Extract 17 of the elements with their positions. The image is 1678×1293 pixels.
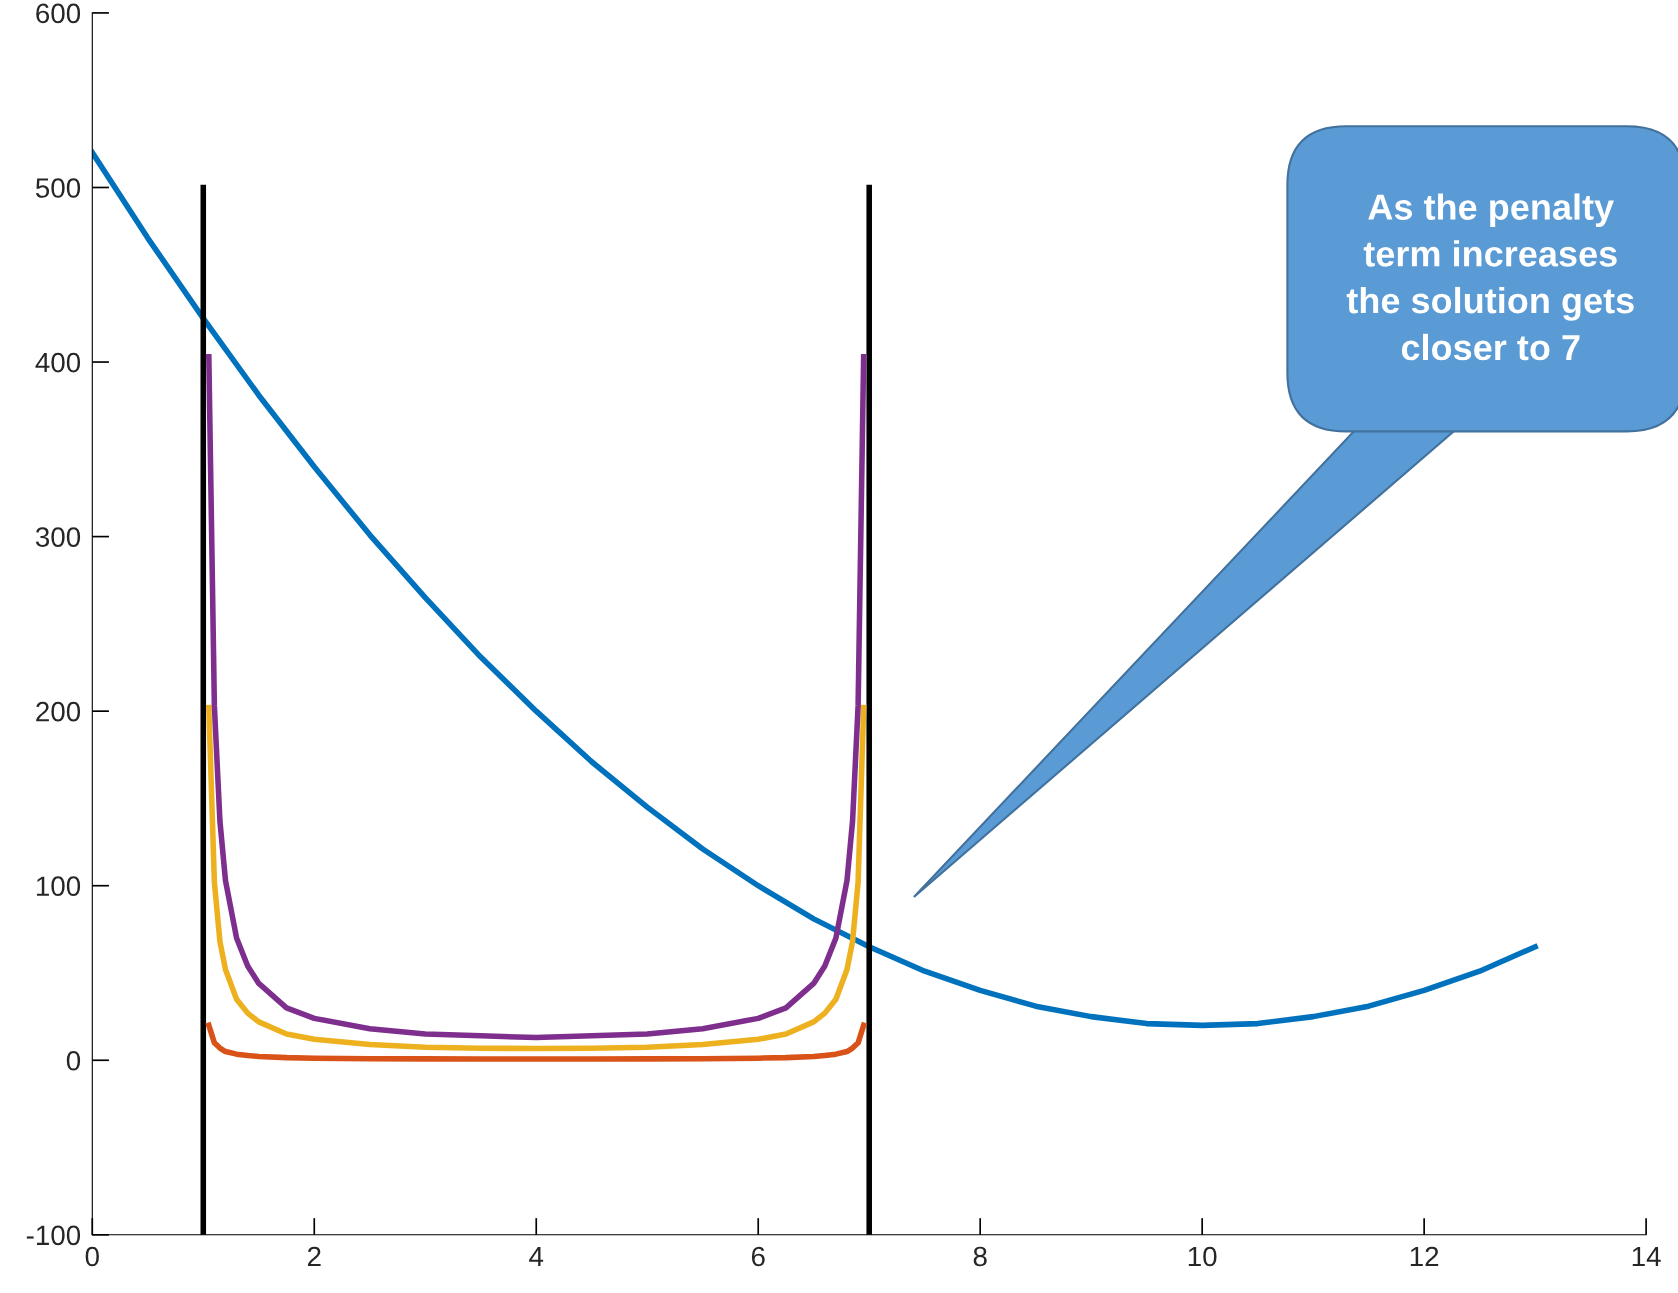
y-tick-label: 400 [35,352,81,373]
x-tick-label: 4 [529,1246,544,1267]
y-tick-label: 600 [36,3,81,24]
x-tick-label: 12 [1410,1246,1439,1267]
y-tick-label: 0 [66,1050,81,1071]
x-tick-label: 10 [1188,1246,1217,1267]
x-tick-label: 0 [85,1246,99,1267]
y-tick-label: 100 [36,876,81,897]
x-tick-label: 8 [973,1246,987,1267]
x-tick-label: 2 [307,1246,321,1267]
x-tick-label: 6 [751,1246,765,1267]
y-tick-label: 200 [36,701,81,722]
y-tick-label: -100 [26,1225,81,1246]
y-tick-label: 300 [35,527,81,547]
annotation: As the penalty term increases the solution gets closer to 7 [1346,193,1634,361]
y-tick-label: 500 [35,178,81,198]
x-tick-label: 14 [1632,1246,1661,1267]
